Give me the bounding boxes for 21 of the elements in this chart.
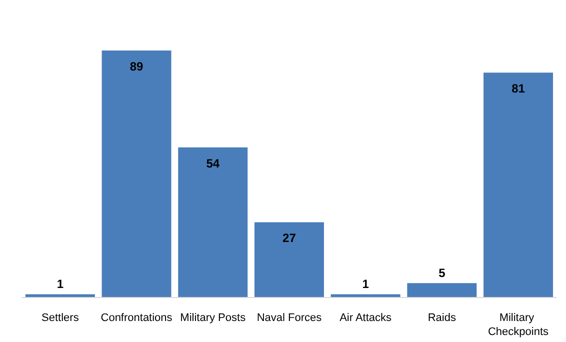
data-label: 1 — [56, 277, 64, 292]
x-tick-label: Military Checkpoints — [488, 312, 550, 338]
bar — [407, 283, 477, 297]
x-tick-label: Raids — [428, 312, 456, 324]
x-tick-label: Air Attacks — [340, 312, 392, 324]
bar — [254, 222, 324, 297]
data-label: 81 — [512, 82, 526, 96]
bar — [484, 72, 553, 297]
data-label: 1 — [362, 277, 370, 292]
bar — [102, 50, 172, 297]
data-label: 89 — [130, 59, 144, 74]
x-tick-label: Military Posts — [180, 312, 246, 324]
x-tick-label: Confrontations — [100, 312, 173, 324]
bar — [178, 147, 248, 297]
x-tick-label: Settlers — [42, 312, 80, 324]
x-tick-label: Naval Forces — [256, 312, 322, 324]
data-label: 27 — [282, 231, 296, 246]
bar — [330, 294, 400, 297]
bar — [25, 294, 95, 297]
data-label: 54 — [206, 156, 220, 170]
data-label: 5 — [438, 266, 446, 280]
